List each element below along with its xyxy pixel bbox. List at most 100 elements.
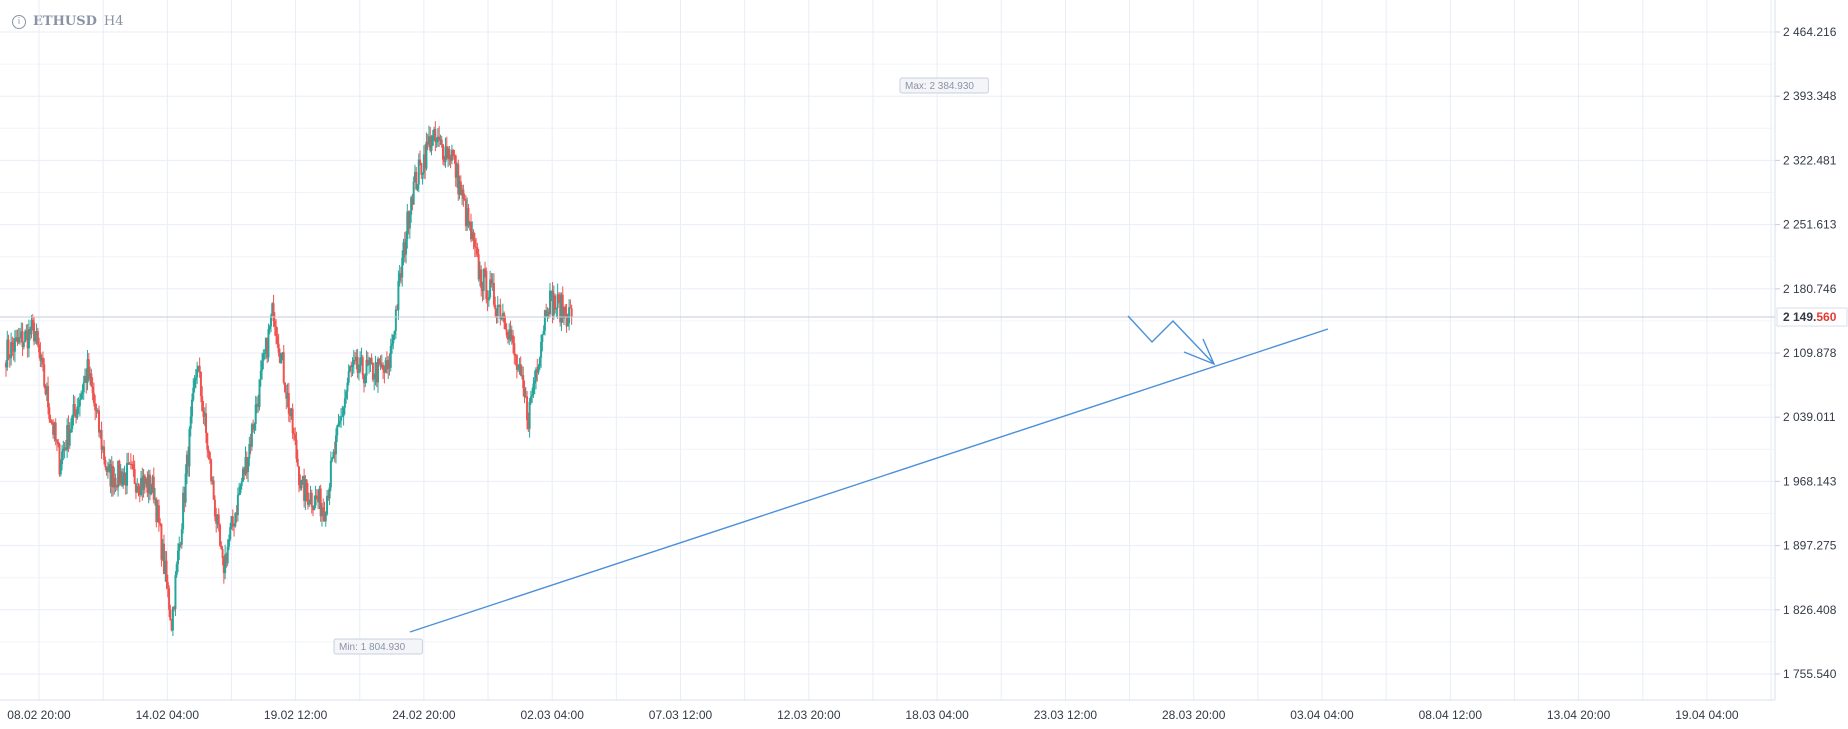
info-icon[interactable]: i [12, 14, 26, 29]
candle-body [517, 368, 520, 370]
candle-body [496, 305, 499, 317]
candle-body [399, 273, 402, 278]
candle-body [264, 337, 267, 354]
candle-body [122, 476, 125, 486]
candle-body [471, 231, 474, 240]
candle-body [326, 495, 329, 515]
candle-body [440, 139, 443, 145]
candle-body [98, 410, 101, 433]
candle-body [8, 356, 11, 359]
candle-body [407, 211, 410, 229]
candle-body [340, 416, 343, 421]
candle-body [545, 310, 548, 318]
candle-body [244, 457, 247, 475]
candle-body [133, 469, 136, 484]
candle-body [552, 295, 555, 316]
candle-body [87, 359, 90, 379]
candle-body [391, 343, 394, 346]
candle-body [136, 486, 139, 493]
candle-body [58, 444, 61, 475]
candle-body [462, 189, 465, 199]
candle-body [366, 359, 369, 365]
candle-body [364, 375, 367, 384]
candle-body [304, 479, 307, 501]
candle-body [559, 298, 562, 323]
candle-body [222, 558, 225, 574]
candle-body [179, 543, 182, 545]
candle-body [448, 148, 451, 160]
candle-body [7, 339, 10, 357]
candle-body [41, 357, 44, 365]
candle-body [201, 396, 204, 412]
candles [5, 121, 573, 636]
candle-body [259, 370, 262, 380]
candle-body [169, 609, 172, 621]
candle-body [484, 268, 487, 271]
candle-body [341, 416, 344, 418]
candle-body [207, 449, 210, 453]
candle-body [362, 375, 365, 384]
candle-body [128, 463, 131, 465]
candle-body [198, 365, 201, 372]
candle-body [146, 478, 149, 493]
candle-body [202, 411, 205, 417]
candle-body [99, 430, 102, 433]
candle-body [82, 382, 85, 393]
candle-body [245, 457, 248, 473]
candle-body [464, 200, 467, 227]
candle-body [141, 477, 144, 490]
candle-body [197, 365, 200, 370]
candle-body [91, 386, 94, 394]
candle-body [212, 480, 215, 500]
candle-body [452, 150, 455, 156]
candle-body [11, 342, 14, 347]
candle-body [281, 352, 284, 354]
candle-body [419, 159, 422, 164]
candle-body [191, 399, 194, 417]
candle-body [439, 139, 442, 141]
price-tick-label: 2 109.878 [1783, 346, 1837, 360]
candle-body [498, 304, 501, 306]
candle-body [515, 355, 518, 370]
candle-body [187, 454, 190, 467]
candle-body [44, 386, 47, 395]
candle-body [334, 435, 337, 455]
candle-body [527, 420, 530, 429]
candle-body [119, 471, 122, 484]
candle-body [221, 549, 224, 559]
candle-body [71, 415, 74, 430]
candle-body [546, 311, 549, 318]
candle-body [27, 329, 30, 349]
candle-body [569, 307, 572, 309]
candle-body [504, 322, 507, 330]
candle-body [345, 391, 348, 399]
candle-body [301, 476, 304, 480]
candle-body [306, 492, 309, 505]
candle-body [526, 396, 529, 421]
candle-body [185, 454, 188, 474]
candle-body [317, 499, 320, 503]
candle-body [361, 357, 364, 376]
candle-body [438, 136, 441, 140]
candle-body [247, 458, 250, 473]
candle-body [422, 154, 425, 173]
candle-body [131, 464, 134, 466]
projection-arrow[interactable] [1127, 315, 1215, 365]
candle-body [166, 582, 169, 589]
candle-body [541, 334, 544, 343]
candle-body [555, 308, 558, 310]
candle-body [457, 164, 460, 195]
candle-body [411, 197, 414, 205]
candle-body [69, 429, 72, 433]
candle-body [445, 146, 448, 159]
symbol-label: ETHUSD [33, 14, 97, 29]
candle-body [524, 396, 527, 398]
candle-body [322, 507, 325, 512]
candle-body [132, 464, 135, 470]
candle-body [406, 211, 409, 240]
trendline[interactable] [409, 328, 1329, 633]
candle-body [356, 356, 359, 373]
candle-body [196, 369, 199, 378]
candle-body [346, 382, 349, 392]
